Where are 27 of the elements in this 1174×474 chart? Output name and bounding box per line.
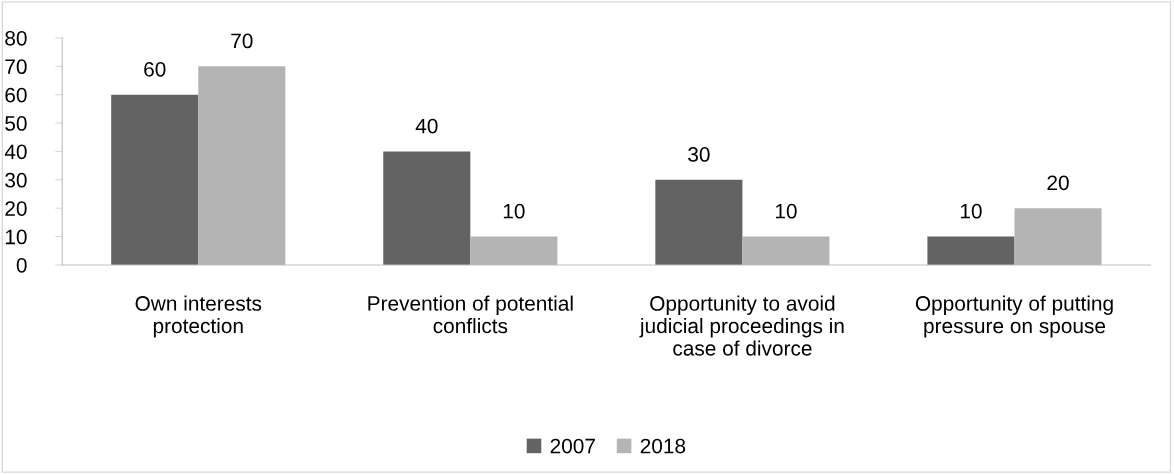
y-tick-label: 40 [4, 144, 27, 160]
bar [383, 151, 471, 265]
bar [927, 236, 1015, 265]
y-tick-label: 30 [5, 172, 27, 188]
y-tick-label: 80 [5, 30, 27, 46]
y-tick-label: 50 [5, 116, 27, 131]
x-tick-label: Opportunity to avoid judicial proceedings in case of divorce [639, 295, 844, 356]
data-label: 70 [231, 33, 253, 49]
bar [111, 94, 199, 265]
x-tick-label: Prevention of potential conflicts [368, 295, 573, 334]
data-label: 10 [775, 203, 797, 219]
data-label: 40 [415, 118, 438, 134]
data-label: 30 [688, 147, 710, 162]
y-tick-label: 10 [5, 229, 27, 245]
legend-label: 2007 [550, 438, 595, 454]
y-tick-label: 20 [5, 201, 27, 216]
data-label: 10 [960, 203, 982, 219]
bar [655, 179, 743, 265]
legend-label: 2018 [640, 438, 686, 454]
data-label: 60 [144, 61, 166, 77]
data-label: 10 [503, 203, 525, 219]
y-tick-label: 70 [5, 59, 27, 75]
y-tick-label: 0 [16, 257, 27, 273]
y-tick-label: 60 [5, 87, 27, 103]
data-label: 20 [1047, 175, 1069, 191]
x-tick-label: Opportunity of putting pressure on spouse [915, 295, 1113, 338]
x-tick-label: Own interests protection [135, 295, 262, 338]
